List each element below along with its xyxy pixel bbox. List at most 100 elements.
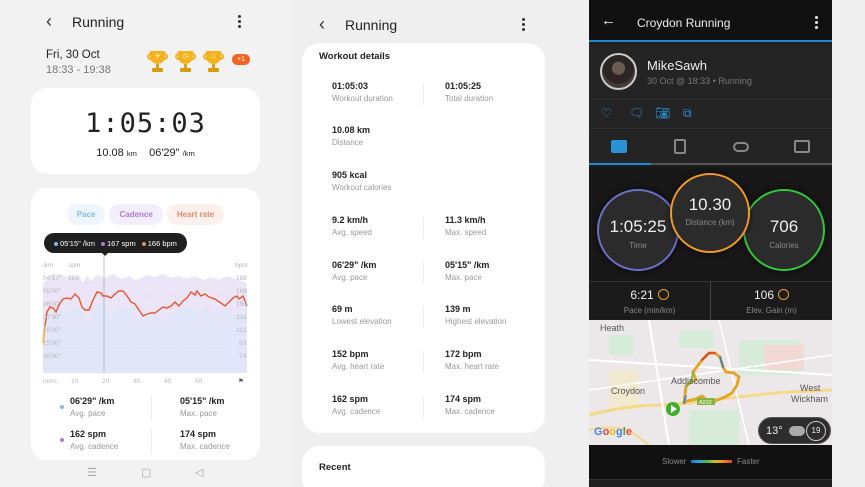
more-options-icon[interactable] xyxy=(238,15,242,30)
comment-icon[interactable]: 🗨︎ xyxy=(629,106,645,120)
workout-details-card: Workout details 01:05:03 Workout duratio… xyxy=(302,43,545,433)
total-duration-value: 01:05:25 xyxy=(445,81,482,91)
back-nav-icon[interactable]: ◁ xyxy=(195,467,204,479)
avg-speed-value: 9.2 km/h xyxy=(332,215,369,225)
finish-flag-icon: ⚑ xyxy=(238,377,244,385)
avg-cadence-value: 162 spm xyxy=(70,429,107,439)
map-label-west: West xyxy=(800,383,821,393)
distance-value: 10.08 xyxy=(96,147,124,159)
activity-title: Croydon Running xyxy=(637,16,731,30)
pace-value: 06'29" xyxy=(149,147,180,159)
avg-cadence-value: 162 spm xyxy=(332,394,369,404)
user-name[interactable]: MikeSawh xyxy=(647,58,707,73)
map-label-wickham: Wickham xyxy=(791,394,829,404)
tab-laps[interactable] xyxy=(711,130,771,165)
chart-card: Pace Cadence Heart rate xyxy=(31,188,260,460)
calories-value: 706 xyxy=(769,217,799,236)
home-nav-icon[interactable]: ▢ xyxy=(141,467,152,479)
cadence-toggle[interactable]: Cadence xyxy=(109,204,163,225)
heart-icon[interactable]: ♡ xyxy=(601,106,612,120)
weather-badge[interactable]: 13° 19 xyxy=(758,417,831,444)
max-speed-value: 11.3 km/h xyxy=(445,215,486,225)
pulse-chart-icon xyxy=(657,289,669,300)
share-icon[interactable]: ⧉ xyxy=(683,106,692,120)
tab-overview[interactable] xyxy=(589,130,649,165)
svg-text:06'00": 06'00" xyxy=(43,301,62,308)
avg-speed-label: Avg. speed xyxy=(332,228,372,237)
tooltip-pace: 05'15" /km xyxy=(60,238,95,248)
svg-text:15'00": 15'00" xyxy=(43,340,62,347)
lowest-elevation-label: Lowest elevation xyxy=(332,317,392,326)
activity-tabs xyxy=(589,130,832,165)
svg-text:131: 131 xyxy=(236,314,247,321)
svg-text:10'00": 10'00" xyxy=(43,327,62,334)
secondary-metrics: 6:21 Pace (min/km) 106 Elev. Gain (m) xyxy=(589,281,832,320)
avg-cadence-label: Avg. cadence xyxy=(70,442,119,451)
cadence-dot-icon xyxy=(60,438,64,442)
chart-pulse-icon xyxy=(794,140,810,153)
svg-text:168: 168 xyxy=(68,275,79,282)
total-duration-label: Total duration xyxy=(445,94,494,103)
trophy-time-icon[interactable]: ◷ xyxy=(175,51,196,73)
time-ring[interactable]: 1:05:25 Time xyxy=(597,189,679,271)
svg-text:30'00": 30'00" xyxy=(43,353,62,360)
svg-text:188: 188 xyxy=(236,275,247,282)
pace-metric[interactable]: 6:21 Pace (min/km) xyxy=(589,282,710,320)
svg-text:50: 50 xyxy=(195,378,203,385)
avg-pace-value: 06'29" /km xyxy=(332,260,377,270)
pace-toggle[interactable]: Pace xyxy=(66,204,106,225)
calories-value: 905 kcal xyxy=(332,170,368,180)
workout-date: Fri, 30 Oct xyxy=(46,49,100,61)
tab-details[interactable] xyxy=(650,130,710,165)
pace-axis-unit: /km xyxy=(43,262,53,269)
add-photo-icon[interactable]: 📷︎ xyxy=(655,106,671,120)
workout-chart[interactable]: /km spm bpm 04'17" 168 05'00" 06'00" 07'3… xyxy=(31,188,260,393)
bpm-axis-unit: bpm xyxy=(235,262,248,269)
svg-text:05'00": 05'00" xyxy=(43,288,62,295)
max-pace-value: 05'15" /km xyxy=(445,260,490,270)
garmin-connect-panel: ← Croydon Running MikeSawh 30 Oct @ 18:3… xyxy=(589,0,832,487)
recent-card[interactable]: Recent xyxy=(302,446,545,487)
wind-speed: 19 xyxy=(806,421,826,441)
recents-nav-icon[interactable]: ☰ xyxy=(87,467,97,479)
svg-text:169: 169 xyxy=(236,288,247,295)
stat-rings: 1:05:25 Time 706 Calories 10.30 Distance… xyxy=(589,167,832,281)
svg-text:20: 20 xyxy=(102,378,110,385)
trophy-distance-icon[interactable]: ✈ xyxy=(147,51,168,73)
avg-pace-label: Avg. pace xyxy=(332,273,368,282)
back-chevron-icon[interactable]: ‹ xyxy=(319,14,325,34)
active-tab-indicator xyxy=(589,163,651,165)
faster-label: Faster xyxy=(737,457,760,466)
app-bar: ← Croydon Running xyxy=(589,0,832,42)
pace-stats-row: 06'29" /km Avg. pace 05'15" /km Max. pac… xyxy=(31,393,260,427)
tab-charts[interactable] xyxy=(772,130,832,165)
route-map[interactable]: A232 Heath Croydon Addiscombe West Wickh… xyxy=(589,320,832,445)
lowest-elevation-value: 69 m xyxy=(332,304,353,314)
tooltip-heart-rate: 166 bpm xyxy=(147,238,177,248)
max-pace-label: Max. pace xyxy=(180,409,217,418)
avatar[interactable] xyxy=(600,53,637,90)
heart-rate-toggle[interactable]: Heart rate xyxy=(166,204,225,225)
svg-text:mins: mins xyxy=(43,378,57,385)
back-chevron-icon[interactable]: ‹ xyxy=(46,11,52,31)
svg-text:10: 10 xyxy=(71,378,79,385)
time-value: 1:05:25 xyxy=(609,217,667,236)
tooltip-pointer xyxy=(101,252,109,256)
svg-text:74: 74 xyxy=(239,353,247,360)
trophy-row[interactable]: ✈ ◷ ♨ +1 xyxy=(147,51,250,73)
svg-text:93: 93 xyxy=(239,340,247,347)
more-options-icon[interactable] xyxy=(522,18,526,33)
header: ‹ Running xyxy=(319,14,397,35)
map-label-croydon: Croydon xyxy=(611,386,646,396)
max-pace-label: Max. pace xyxy=(445,273,482,282)
calories-ring[interactable]: 706 Calories xyxy=(743,189,825,271)
trophy-calories-icon[interactable]: ♨ xyxy=(203,51,224,73)
distance-ring[interactable]: 10.30 Distance (km) xyxy=(670,173,750,253)
back-arrow-icon[interactable]: ← xyxy=(601,12,616,29)
svg-text:150: 150 xyxy=(236,301,247,308)
map-canvas: A232 xyxy=(589,320,832,445)
pace-unit: /km xyxy=(182,149,195,158)
elevation-metric[interactable]: 106 Elev. Gain (m) xyxy=(711,282,832,320)
more-options-icon[interactable] xyxy=(815,16,819,31)
more-trophies-badge[interactable]: +1 xyxy=(232,53,250,65)
